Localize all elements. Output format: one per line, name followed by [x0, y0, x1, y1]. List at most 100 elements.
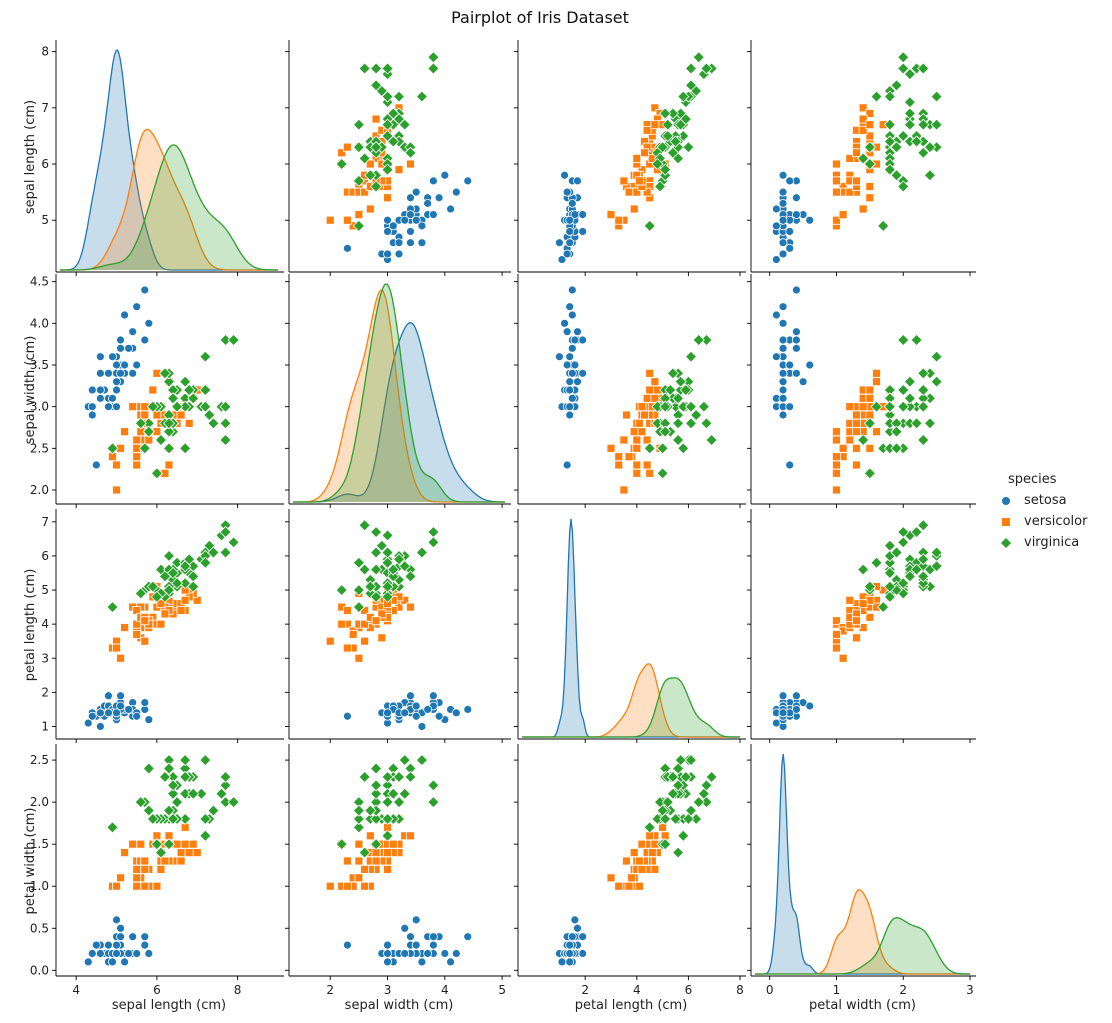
point-virginica: [883, 590, 896, 603]
point-setosa: [778, 198, 788, 208]
point-setosa: [132, 949, 142, 958]
kde-fill-versicolor: [293, 290, 505, 502]
point-virginica: [370, 762, 383, 775]
point-versicolor: [176, 856, 186, 866]
point-setosa: [388, 221, 398, 231]
point-virginica: [171, 400, 184, 413]
point-virginica: [666, 146, 679, 159]
point-virginica: [179, 812, 192, 826]
point-virginica: [857, 563, 870, 576]
point-versicolor: [852, 616, 861, 626]
point-virginica: [352, 174, 365, 187]
point-versicolor: [348, 629, 358, 639]
legend-item-versicolor: versicolor: [1000, 511, 1087, 532]
point-versicolor: [619, 435, 629, 445]
legend: species setosa versicolor virginica: [1000, 472, 1087, 553]
point-virginica: [158, 770, 172, 783]
point-virginica: [883, 400, 896, 413]
point-setosa: [791, 193, 801, 203]
point-virginica: [166, 392, 180, 405]
point-setosa: [406, 932, 415, 942]
point-setosa: [570, 335, 580, 345]
point-versicolor: [406, 602, 415, 612]
point-setosa: [132, 360, 142, 370]
legend-item-setosa: setosa: [1000, 490, 1087, 511]
point-versicolor: [116, 653, 125, 663]
point-versicolor: [624, 881, 634, 891]
point-setosa: [778, 343, 788, 353]
point-virginica: [857, 433, 870, 447]
point-versicolor: [632, 435, 642, 445]
point-virginica: [171, 796, 184, 809]
point-versicolor: [632, 443, 642, 453]
y-tick-label: 7: [41, 101, 49, 115]
panel-sw-vs-sw: [285, 274, 511, 508]
point-setosa: [567, 310, 577, 320]
kde-line-virginica: [755, 917, 970, 975]
point-versicolor: [354, 839, 364, 849]
point-setosa: [116, 343, 125, 353]
y-tick-label: 1: [41, 719, 49, 733]
panel-pl-vs-pl: [514, 509, 746, 743]
point-setosa: [778, 318, 788, 328]
point-setosa: [778, 170, 788, 180]
point-versicolor: [140, 410, 150, 420]
point-setosa: [567, 368, 577, 378]
point-virginica: [166, 779, 180, 792]
point-setosa: [785, 227, 795, 236]
point-virginica: [370, 779, 383, 792]
point-setosa: [87, 385, 97, 395]
point-virginica: [352, 804, 365, 817]
point-virginica: [679, 770, 692, 783]
point-virginica: [415, 546, 428, 559]
point-virginica: [219, 525, 232, 539]
point-setosa: [555, 238, 564, 248]
point-virginica: [370, 79, 383, 92]
point-versicolor: [360, 619, 370, 629]
point-setosa: [95, 368, 105, 378]
point-virginica: [352, 118, 365, 131]
point-virginica: [358, 770, 371, 783]
point-virginica: [162, 583, 176, 597]
point-setosa: [411, 711, 421, 721]
point-versicolor: [838, 443, 848, 453]
point-versicolor: [832, 629, 841, 639]
point-versicolor: [845, 402, 855, 412]
point-virginica: [669, 135, 682, 148]
point-virginica: [392, 553, 406, 566]
point-virginica: [897, 62, 910, 75]
point-virginica: [134, 417, 147, 430]
point-virginica: [398, 754, 411, 767]
point-virginica: [930, 350, 943, 363]
point-virginica: [656, 467, 669, 480]
point-virginica: [672, 417, 685, 430]
point-virginica: [870, 400, 883, 413]
point-versicolor: [858, 402, 868, 412]
point-virginica: [659, 107, 672, 120]
point-virginica: [150, 838, 163, 851]
point-virginica: [903, 68, 916, 81]
kde-fill-virginica: [522, 677, 740, 737]
point-virginica: [381, 556, 394, 569]
point-setosa: [383, 249, 392, 259]
y-axis-label-sl: sepal length (cm): [23, 100, 38, 214]
point-virginica: [679, 383, 692, 397]
point-setosa: [112, 949, 121, 958]
point-versicolor: [832, 452, 841, 462]
point-versicolor: [360, 865, 370, 874]
point-setosa: [411, 940, 421, 950]
point-virginica: [910, 417, 923, 430]
point-versicolor: [632, 468, 642, 478]
point-setosa: [87, 410, 97, 420]
point-virginica: [199, 350, 212, 363]
point-versicolor: [637, 865, 647, 874]
point-virginica: [219, 546, 232, 559]
point-virginica: [700, 417, 713, 430]
point-setosa: [423, 198, 433, 208]
point-virginica: [700, 62, 713, 75]
point-versicolor: [872, 427, 881, 437]
point-virginica: [219, 433, 232, 447]
point-setosa: [778, 377, 788, 387]
point-versicolor: [120, 623, 129, 632]
